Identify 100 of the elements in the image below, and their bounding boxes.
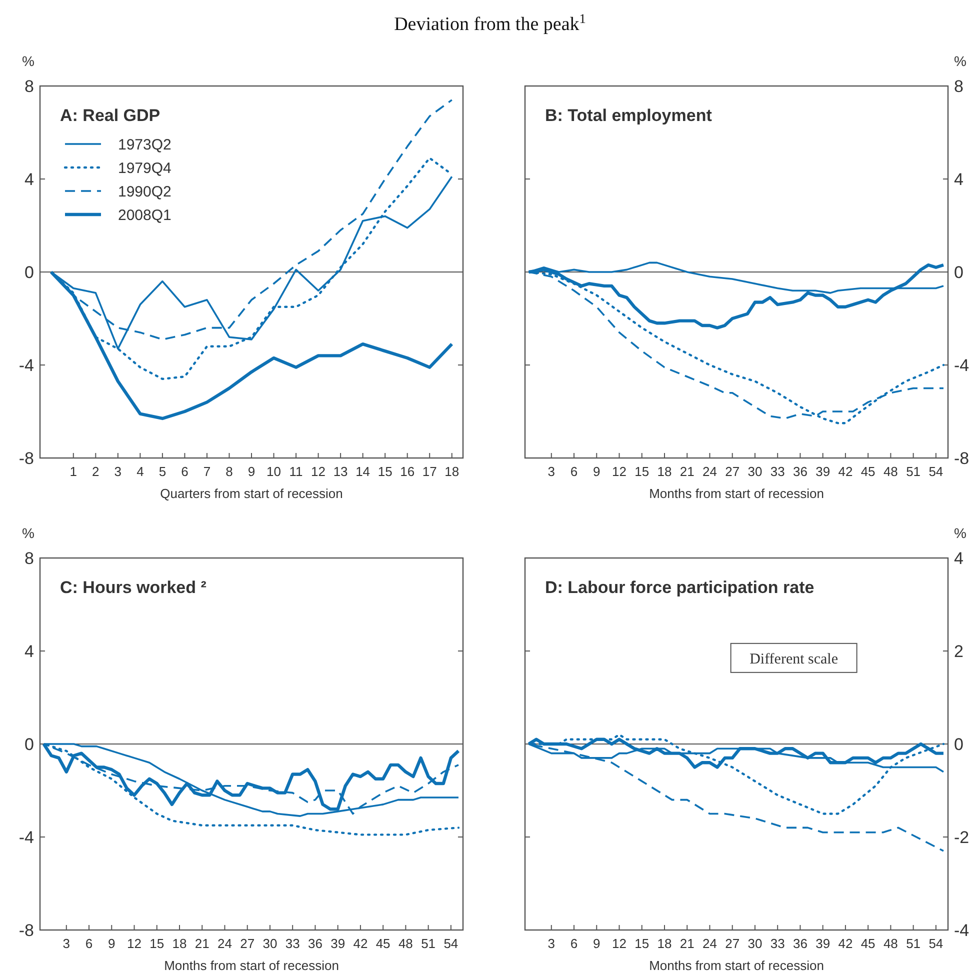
x-tick-label: 5 (158, 464, 166, 479)
legend-label: 2008Q1 (118, 206, 172, 224)
x-tick-label: 42 (353, 936, 368, 951)
y-tick-label: -4 (18, 356, 34, 375)
x-tick-label: 24 (702, 464, 717, 479)
x-tick-label: 9 (108, 936, 116, 951)
x-tick-label: 21 (680, 936, 694, 951)
y-tick-label: -2 (954, 828, 970, 847)
x-tick-label: 42 (838, 464, 853, 479)
y-tick-label: 8 (954, 76, 964, 96)
x-tick-label: 27 (725, 936, 740, 951)
x-tick-label: 39 (330, 936, 346, 951)
x-tick-label: 12 (127, 936, 142, 951)
x-tick-label: 12 (612, 936, 626, 951)
x-tick-label: 27 (240, 936, 255, 951)
y-tick-label: -8 (954, 448, 970, 468)
x-tick-label: 18 (657, 936, 672, 951)
x-tick-label: 10 (266, 464, 281, 479)
x-tick-label: 12 (311, 464, 326, 479)
x-tick-label: 33 (770, 936, 785, 951)
x-tick-label: 39 (816, 464, 830, 479)
x-axis-title: Months from start of recession (649, 486, 824, 501)
x-tick-label: 51 (906, 936, 921, 951)
x-tick-label: 11 (289, 464, 303, 479)
x-tick-label: 24 (218, 936, 232, 951)
x-tick-label: 16 (400, 464, 415, 479)
x-tick-label: 6 (570, 464, 578, 479)
x-tick-label: 17 (422, 464, 437, 479)
y-tick-label: 0 (954, 734, 964, 754)
x-tick-label: 15 (634, 464, 650, 479)
legend-label: 1973Q2 (118, 136, 172, 154)
x-tick-label: 6 (570, 936, 578, 951)
x-tick-label: 3 (114, 464, 122, 479)
y-tick-label: 2 (954, 642, 964, 661)
x-tick-label: 18 (657, 464, 672, 479)
legend-label: 1990Q2 (118, 183, 172, 200)
x-axis-title: Months from start of recession (649, 958, 824, 973)
x-tick-label: 12 (612, 464, 626, 479)
x-tick-label: 48 (883, 464, 898, 479)
x-tick-label: 18 (172, 936, 187, 951)
x-tick-label: 21 (680, 464, 694, 479)
x-axis-title: Quarters from start of recession (160, 486, 343, 501)
x-tick-label: 54 (444, 936, 458, 951)
x-tick-label: 45 (860, 936, 876, 951)
x-tick-label: 15 (378, 464, 392, 479)
text: A: Real GDP (60, 106, 160, 125)
x-tick-label: 36 (308, 936, 322, 951)
x-tick-label: 39 (816, 936, 830, 951)
y-tick-label: -4 (954, 356, 970, 375)
y-tick-label: -4 (18, 828, 34, 847)
text: D: Labour force participation rate (545, 578, 814, 597)
x-tick-label: 30 (262, 936, 278, 951)
y-tick-label: -8 (18, 448, 34, 468)
y-axis-title: % (954, 53, 966, 69)
x-tick-label: 15 (634, 936, 650, 951)
x-tick-label: 6 (181, 464, 188, 479)
x-tick-label: 42 (838, 936, 853, 951)
text: C: Hours worked ² (60, 578, 207, 597)
y-tick-label: 8 (24, 76, 34, 96)
chart-subtitle: Deviation from the peak$^{1}$ (394, 10, 586, 35)
y-tick-label: -4 (954, 920, 970, 940)
x-axis-title: Months from start of recession (164, 958, 339, 973)
x-tick-label: 18 (444, 464, 460, 479)
y-tick-label: 4 (954, 548, 964, 568)
x-tick-label: 9 (593, 464, 600, 479)
y-tick-label: 0 (954, 262, 964, 282)
x-tick-label: 48 (398, 936, 413, 951)
x-tick-label: 27 (725, 464, 740, 479)
y-axis-title: % (954, 525, 966, 541)
x-tick-label: 54 (928, 464, 944, 479)
x-tick-label: 3 (548, 936, 556, 951)
x-tick-label: 4 (136, 464, 144, 479)
x-tick-label: 45 (376, 936, 390, 951)
y-axis-title: % (22, 53, 34, 69)
x-tick-label: 24 (702, 936, 717, 951)
x-tick-label: 36 (792, 936, 808, 951)
x-tick-label: 9 (248, 464, 256, 479)
y-axis-title: % (22, 525, 34, 541)
y-tick-label: -8 (18, 920, 34, 940)
x-tick-label: 36 (792, 464, 808, 479)
annotation: Different scale (750, 652, 838, 668)
x-tick-label: 1 (70, 464, 78, 479)
y-tick-label: 8 (24, 548, 34, 568)
y-tick-label: 4 (24, 170, 34, 189)
x-tick-label: 8 (226, 464, 233, 479)
x-tick-label: 51 (906, 464, 921, 479)
x-tick-label: 15 (150, 936, 164, 951)
x-tick-label: 54 (928, 936, 944, 951)
x-tick-label: 14 (356, 464, 370, 479)
x-tick-label: 21 (194, 936, 210, 951)
y-tick-label: 0 (24, 262, 34, 282)
x-tick-label: 13 (333, 464, 348, 479)
x-tick-label: 33 (770, 464, 785, 479)
x-tick-label: 3 (62, 936, 70, 951)
x-tick-label: 2 (92, 464, 100, 479)
x-tick-label: 3 (548, 464, 556, 479)
legend-label: 1979Q4 (118, 160, 172, 177)
x-tick-label: 30 (748, 936, 762, 951)
x-tick-label: 7 (203, 464, 211, 479)
x-tick-label: 6 (85, 936, 93, 951)
